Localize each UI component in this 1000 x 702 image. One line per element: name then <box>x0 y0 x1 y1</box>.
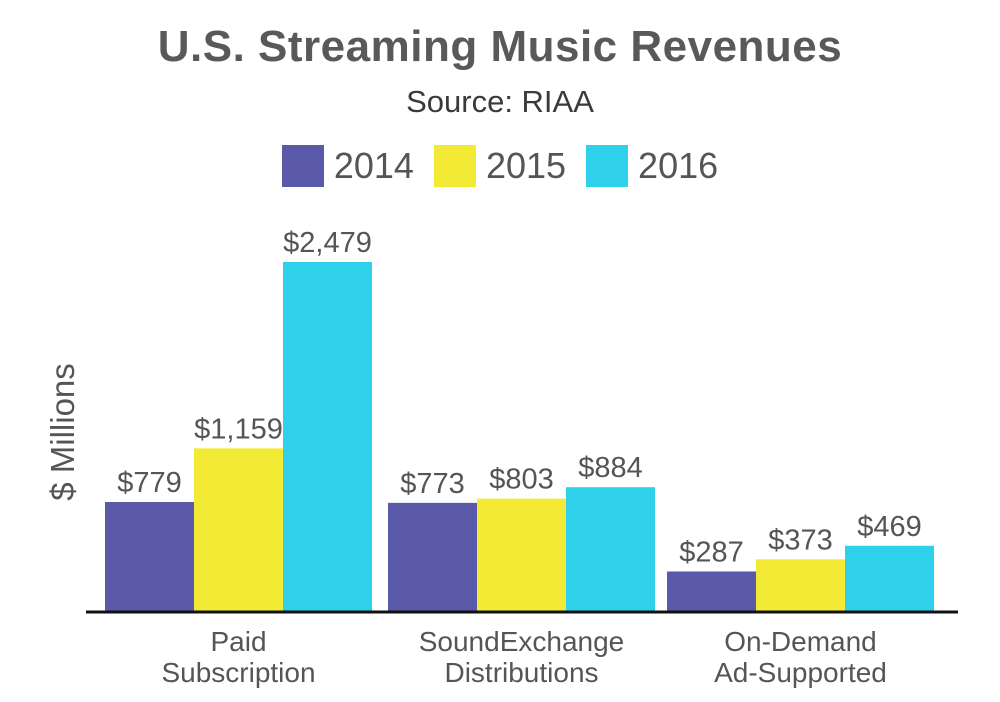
legend-item-2014: 2014 <box>281 145 414 187</box>
value-label-soundexchange-distributions-2016: $884 <box>578 452 643 484</box>
legend-item-2016: 2016 <box>586 145 718 187</box>
category-label-paid-subscription-line-2: Subscription <box>161 657 315 688</box>
bar-paid-subscription-2016 <box>283 262 372 612</box>
bar-on-demand-ad-supported-2016 <box>845 545 934 612</box>
bar-soundexchange-distributions-2016 <box>566 487 655 612</box>
chart-title: U.S. Streaming Music Revenues <box>157 22 843 71</box>
bar-on-demand-ad-supported-2015 <box>756 559 845 612</box>
legend-label-2015: 2015 <box>485 145 567 186</box>
value-label-on-demand-ad-supported-2014: $287 <box>679 536 744 568</box>
legend-swatch-2015 <box>433 145 476 187</box>
bar-soundexchange-distributions-2014 <box>388 502 477 612</box>
category-label-soundexchange-distributions-line-1: SoundExchange <box>419 626 625 657</box>
legend-item-2015: 2015 <box>433 145 567 187</box>
value-labels-layer: $779 $1,159 $2,479 $773 $803 $884 $287 $373 $469 <box>117 227 922 568</box>
value-label-on-demand-ad-supported-2016: $469 <box>857 511 922 543</box>
value-label-paid-subscription-2016: $2,479 <box>283 227 372 259</box>
bar-soundexchange-distributions-2015 <box>477 498 566 612</box>
chart-subtitle: Source: RIAA <box>406 84 594 119</box>
legend-label-2014: 2014 <box>333 145 414 186</box>
category-label-on-demand-ad-supported-line-2: Ad-Supported <box>714 657 887 688</box>
bars-layer <box>105 262 934 612</box>
bar-on-demand-ad-supported-2014 <box>667 571 756 612</box>
value-label-paid-subscription-2014: $779 <box>117 467 182 499</box>
legend-swatch-2016 <box>586 145 629 187</box>
legend: 2014 2015 2016 <box>0 145 1000 187</box>
legend-label-2016: 2016 <box>638 145 719 186</box>
value-label-on-demand-ad-supported-2015: $373 <box>768 524 833 556</box>
value-label-soundexchange-distributions-2015: $803 <box>489 464 554 496</box>
legend-swatch-2014 <box>281 145 324 187</box>
value-label-soundexchange-distributions-2014: $773 <box>400 468 465 500</box>
bar-paid-subscription-2014 <box>105 502 194 612</box>
category-label-paid-subscription-line-1: Paid <box>210 626 266 657</box>
category-label-soundexchange-distributions-line-2: Distributions <box>444 657 598 688</box>
value-label-paid-subscription-2015: $1,159 <box>194 413 283 445</box>
category-label-on-demand-ad-supported-line-1: On-Demand <box>724 626 877 657</box>
y-axis-label: $ Millions <box>44 363 81 501</box>
bar-paid-subscription-2015 <box>194 448 283 612</box>
